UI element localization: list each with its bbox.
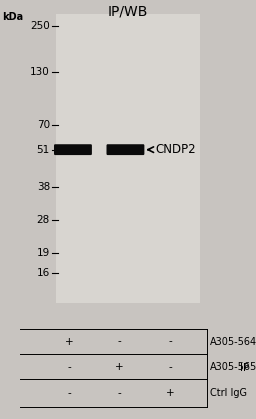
Text: 38: 38	[37, 183, 50, 192]
Text: +: +	[65, 336, 73, 347]
Text: 16: 16	[37, 268, 50, 278]
Text: 70: 70	[37, 120, 50, 130]
Text: Ctrl IgG: Ctrl IgG	[210, 388, 247, 398]
Text: 28: 28	[37, 215, 50, 225]
Text: 130: 130	[30, 67, 50, 78]
Text: CNDP2: CNDP2	[155, 143, 196, 156]
Text: IP/WB: IP/WB	[108, 5, 148, 19]
Text: IP: IP	[240, 363, 250, 373]
Text: kDa: kDa	[3, 11, 24, 21]
Text: -: -	[67, 362, 71, 372]
Text: 51: 51	[37, 145, 50, 155]
Text: -: -	[117, 336, 121, 347]
FancyBboxPatch shape	[54, 144, 92, 155]
FancyBboxPatch shape	[106, 144, 144, 155]
Text: +: +	[166, 388, 175, 398]
Text: 19: 19	[37, 248, 50, 258]
Text: -: -	[117, 388, 121, 398]
Text: A305-565A: A305-565A	[210, 362, 256, 372]
Text: -: -	[168, 336, 172, 347]
Bar	[56, 14, 200, 303]
Text: A305-564A: A305-564A	[210, 336, 256, 347]
Text: -: -	[168, 362, 172, 372]
Text: -: -	[67, 388, 71, 398]
Text: 250: 250	[30, 21, 50, 31]
Text: +: +	[115, 362, 123, 372]
